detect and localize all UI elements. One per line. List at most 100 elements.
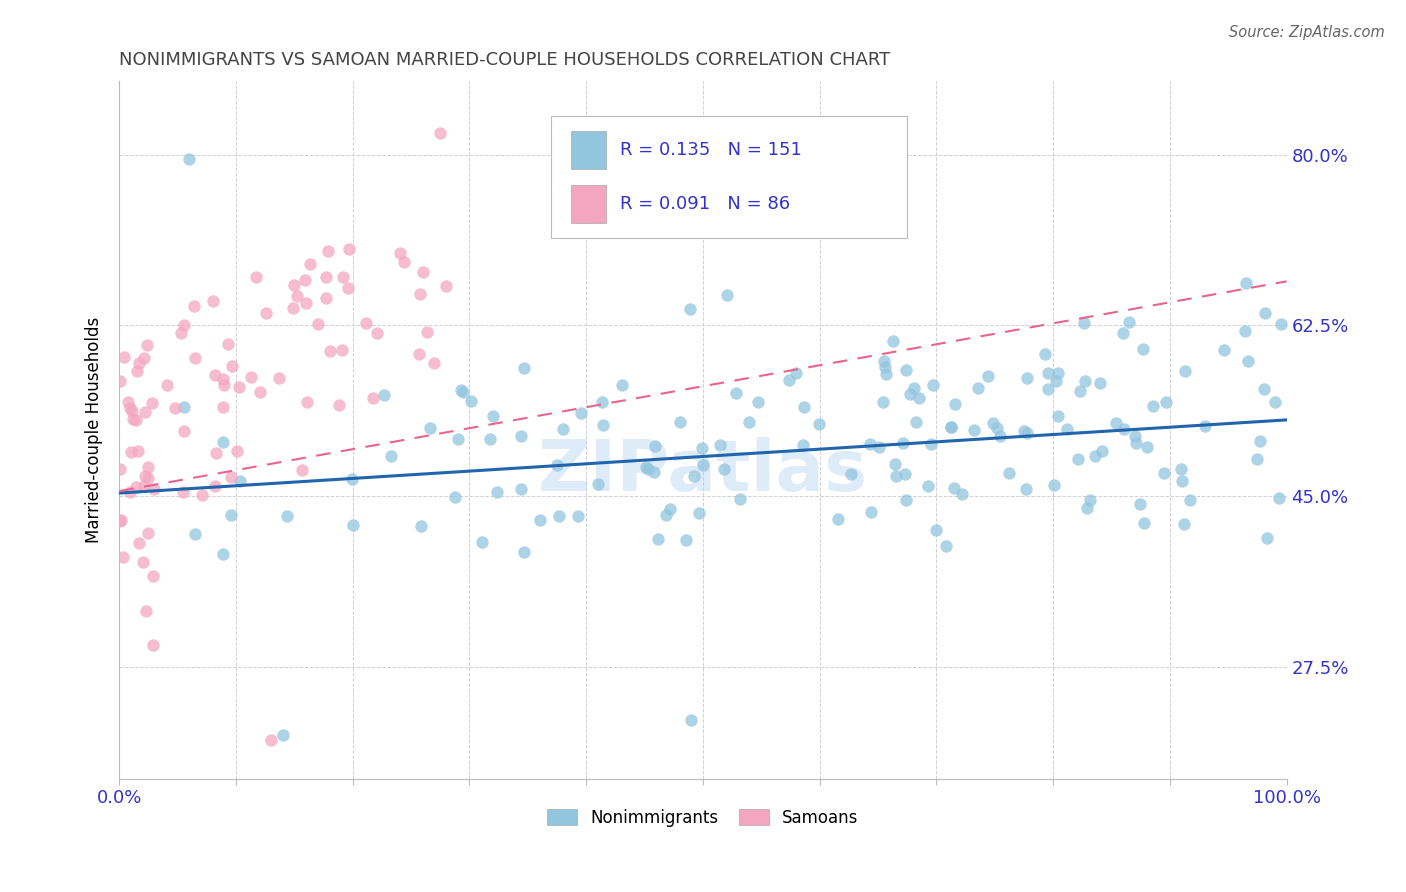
Point bbox=[859, 505, 882, 519]
Text: R = 0.135   N = 151: R = 0.135 N = 151 bbox=[620, 141, 801, 159]
Point bbox=[136, 526, 159, 541]
Point bbox=[1114, 422, 1136, 436]
Point bbox=[1088, 376, 1111, 390]
Point bbox=[132, 556, 155, 570]
Point bbox=[486, 485, 509, 500]
Point bbox=[1105, 416, 1128, 430]
Point bbox=[122, 412, 145, 426]
Point bbox=[212, 377, 235, 392]
Point bbox=[422, 356, 444, 370]
Point bbox=[128, 356, 150, 370]
Point bbox=[342, 472, 364, 486]
Point bbox=[1073, 316, 1095, 330]
Point bbox=[108, 462, 131, 476]
Point bbox=[307, 318, 329, 332]
Point bbox=[643, 465, 665, 479]
Point bbox=[254, 306, 277, 320]
Point bbox=[409, 287, 432, 301]
Point bbox=[1194, 419, 1216, 434]
Point bbox=[173, 318, 195, 332]
Point bbox=[778, 373, 800, 387]
Point bbox=[191, 488, 214, 502]
Point bbox=[392, 255, 415, 269]
Point bbox=[434, 279, 457, 293]
Point bbox=[249, 384, 271, 399]
Point bbox=[260, 732, 283, 747]
Point bbox=[1084, 449, 1107, 463]
Point bbox=[669, 415, 692, 429]
Point bbox=[211, 372, 233, 386]
Point bbox=[1133, 516, 1156, 531]
Point bbox=[1078, 492, 1101, 507]
Point bbox=[1213, 343, 1236, 357]
Point bbox=[588, 477, 610, 491]
Point bbox=[1112, 326, 1135, 340]
Text: ZIPatlas: ZIPatlas bbox=[538, 437, 868, 507]
Point bbox=[894, 362, 917, 376]
Point bbox=[172, 484, 194, 499]
FancyBboxPatch shape bbox=[551, 116, 907, 238]
Point bbox=[1123, 428, 1146, 442]
Point bbox=[118, 485, 141, 500]
Point bbox=[792, 438, 814, 452]
Point bbox=[950, 487, 973, 501]
Point bbox=[460, 394, 482, 409]
Point bbox=[111, 550, 134, 565]
Point bbox=[291, 463, 314, 477]
Point bbox=[692, 458, 714, 472]
Point bbox=[183, 526, 205, 541]
Point bbox=[1136, 440, 1159, 454]
Point bbox=[644, 439, 666, 453]
Point bbox=[354, 316, 377, 330]
Point bbox=[966, 381, 988, 395]
Point bbox=[894, 467, 917, 481]
Point bbox=[219, 470, 242, 484]
Point bbox=[873, 354, 896, 368]
Point bbox=[183, 299, 205, 313]
Point bbox=[429, 127, 451, 141]
Point bbox=[546, 458, 568, 472]
Point bbox=[169, 326, 191, 340]
Point bbox=[1074, 375, 1097, 389]
Point bbox=[808, 417, 831, 432]
Point bbox=[1012, 424, 1035, 438]
Point bbox=[204, 479, 226, 493]
Point bbox=[228, 474, 250, 488]
Point bbox=[1264, 395, 1286, 409]
Point bbox=[117, 395, 139, 409]
Point bbox=[1246, 451, 1268, 466]
Text: Source: ZipAtlas.com: Source: ZipAtlas.com bbox=[1229, 25, 1385, 40]
Point bbox=[1129, 497, 1152, 511]
Point bbox=[636, 460, 658, 475]
Point bbox=[1171, 474, 1194, 488]
Point bbox=[1267, 491, 1289, 505]
Point bbox=[659, 502, 682, 516]
Point bbox=[569, 406, 592, 420]
Point bbox=[132, 479, 155, 493]
Point bbox=[283, 301, 305, 315]
Point bbox=[285, 289, 308, 303]
Point bbox=[226, 444, 249, 458]
Point bbox=[935, 539, 957, 553]
Point bbox=[444, 490, 467, 504]
Point bbox=[416, 325, 439, 339]
Point bbox=[412, 264, 434, 278]
Point bbox=[747, 394, 769, 409]
Point bbox=[380, 449, 402, 463]
Point bbox=[419, 421, 441, 435]
Text: R = 0.091   N = 86: R = 0.091 N = 86 bbox=[620, 195, 790, 213]
Point bbox=[478, 432, 501, 446]
Point bbox=[173, 400, 195, 414]
Point bbox=[132, 351, 155, 365]
Point bbox=[212, 547, 235, 561]
Point bbox=[217, 337, 239, 351]
Point bbox=[142, 569, 165, 583]
Point bbox=[907, 391, 929, 405]
Point bbox=[875, 360, 897, 375]
Point bbox=[408, 347, 430, 361]
Point bbox=[1091, 444, 1114, 458]
Point bbox=[884, 468, 907, 483]
Point bbox=[875, 367, 897, 381]
Point bbox=[120, 401, 142, 415]
Point bbox=[548, 509, 571, 524]
